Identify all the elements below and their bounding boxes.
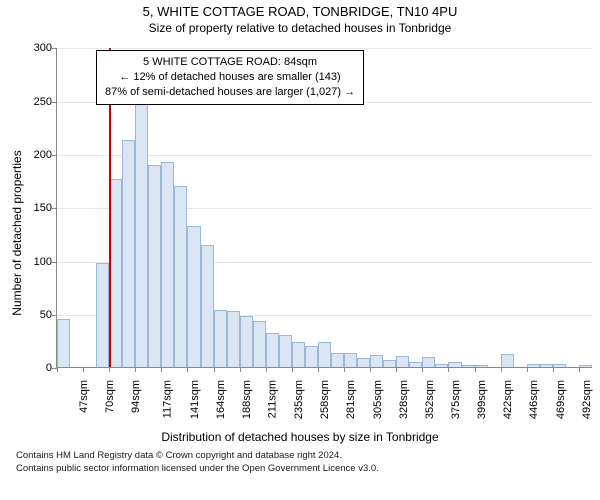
y-tick-label: 300 [34, 42, 52, 54]
bar [174, 186, 187, 367]
y-tick-mark [52, 155, 57, 156]
bar [462, 365, 475, 367]
bar [187, 226, 200, 368]
x-tick-label: 94sqm [130, 380, 142, 413]
x-tick-label: 235sqm [293, 380, 305, 419]
x-tick-label: 211sqm [266, 380, 278, 418]
x-tick-label: 47sqm [78, 380, 90, 413]
bar [448, 362, 461, 367]
y-axis-label-col: Number of detached properties [8, 38, 26, 428]
bar [344, 353, 357, 368]
bar [540, 364, 553, 367]
y-tick-mark [52, 262, 57, 263]
x-tick-label: 422sqm [502, 380, 514, 419]
bar [527, 364, 540, 367]
y-tick-mark [52, 48, 57, 49]
x-tick-label: 328sqm [398, 380, 410, 419]
x-tick-label: 305sqm [372, 380, 384, 419]
bar [553, 364, 566, 367]
bar [266, 333, 279, 367]
bar [227, 311, 240, 368]
y-tick-label: 200 [34, 149, 52, 161]
bar [409, 362, 422, 367]
footer-line-1: Contains HM Land Registry data © Crown c… [16, 450, 592, 462]
info-box: 5 WHITE COTTAGE ROAD: 84sqm ← 12% of det… [96, 50, 364, 105]
x-tick-label: 141sqm [189, 380, 201, 419]
bar [579, 365, 592, 367]
bar [435, 364, 448, 367]
bar [135, 101, 148, 368]
y-tick-label: 150 [34, 202, 52, 214]
y-tick-label: 100 [34, 256, 52, 268]
bar [253, 321, 266, 368]
x-tick-label: 188sqm [241, 380, 253, 419]
bar [57, 319, 70, 367]
bar [501, 354, 514, 368]
chart-container: 5, WHITE COTTAGE ROAD, TONBRIDGE, TN10 4… [0, 0, 600, 500]
x-tick-label: 352sqm [424, 380, 436, 419]
chart-title: 5, WHITE COTTAGE ROAD, TONBRIDGE, TN10 4… [8, 4, 592, 21]
x-tick-label: 375sqm [450, 380, 462, 419]
y-tick-mark [52, 315, 57, 316]
x-tick-label: 492sqm [581, 380, 593, 419]
info-line-2: ← 12% of detached houses are smaller (14… [105, 70, 355, 85]
bar [357, 358, 370, 368]
chart-row: Number of detached properties 0501001502… [8, 38, 592, 428]
bar [475, 365, 488, 367]
x-tick-label: 164sqm [215, 380, 227, 419]
footer: Contains HM Land Registry data © Crown c… [8, 450, 592, 475]
x-tick-label: 258sqm [319, 380, 331, 419]
x-ticks-row: 47sqm 70sqm 94sqm 117sqm 141sqm 164sqm 188sqm 2… [56, 368, 592, 428]
y-ticks-col: 050100150200250300 [26, 38, 56, 428]
info-line-1: 5 WHITE COTTAGE ROAD: 84sqm [105, 55, 355, 70]
bar [279, 335, 292, 367]
x-tick-label: 117sqm [162, 380, 174, 418]
bar [292, 342, 305, 368]
bar [240, 316, 253, 367]
bar [396, 356, 409, 368]
footer-line-2: Contains public sector information licen… [16, 463, 592, 475]
plot-col: 47sqm 70sqm 94sqm 117sqm 141sqm 164sqm 188sqm 2… [56, 38, 592, 428]
bar [370, 355, 383, 368]
bar [148, 165, 161, 368]
y-tick-mark [52, 102, 57, 103]
x-tick-label: 469sqm [555, 380, 567, 419]
bar [331, 353, 344, 368]
x-tick-label: 399sqm [476, 380, 488, 419]
bar [122, 140, 135, 367]
y-tick-label: 50 [40, 309, 52, 321]
info-line-3: 87% of semi-detached houses are larger (… [105, 85, 355, 100]
bar [201, 245, 214, 368]
y-axis-label: Number of detached properties [10, 151, 24, 316]
x-tick-label: 70sqm [104, 380, 116, 413]
y-tick-mark [52, 208, 57, 209]
y-tick-label: 250 [34, 96, 52, 108]
bar [305, 346, 318, 367]
bar [318, 342, 331, 368]
bar [422, 357, 435, 368]
bar [161, 162, 174, 368]
x-tick-label: 281sqm [346, 380, 358, 419]
x-tick-label: 446sqm [529, 380, 541, 419]
bar [96, 263, 109, 368]
chart-subtitle: Size of property relative to detached ho… [8, 21, 592, 37]
bar [214, 310, 227, 368]
x-axis-label: Distribution of detached houses by size … [8, 430, 592, 444]
bar [383, 360, 396, 367]
